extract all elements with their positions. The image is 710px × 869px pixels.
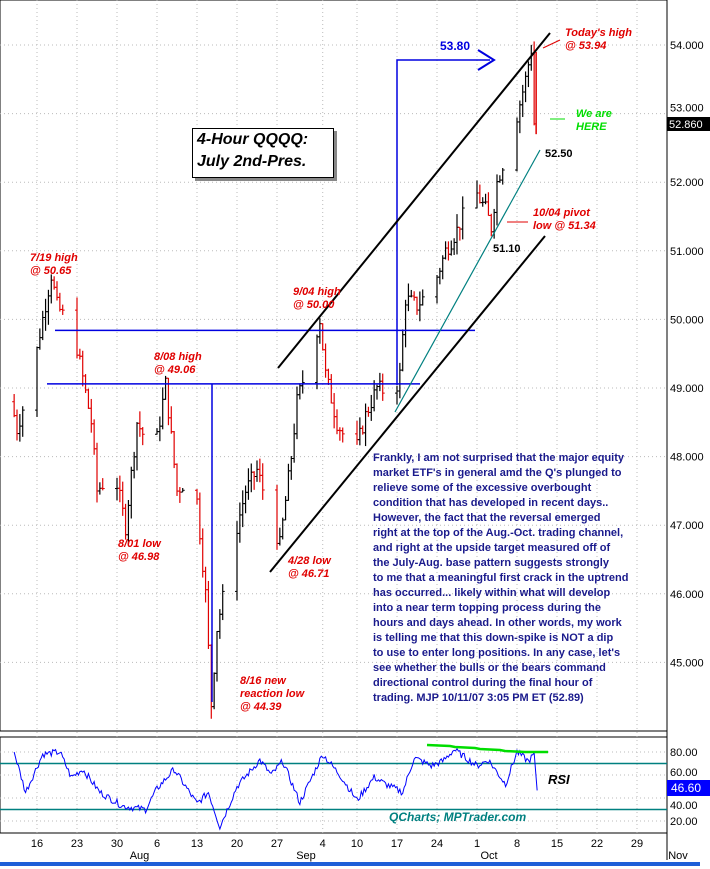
- measure-line-up: [396, 59, 490, 385]
- month-label: Aug: [130, 850, 150, 862]
- rsi-last-box: [667, 780, 710, 796]
- commentary-line: directional control during the final hou…: [373, 677, 593, 689]
- channel-upper-line: [277, 32, 551, 369]
- y-tick-label: 47.000: [670, 520, 704, 532]
- y-tick-label: 52.000: [670, 177, 704, 189]
- y-tick-label: 49.000: [670, 383, 704, 395]
- rsi-tick-label: 40.00: [670, 800, 698, 812]
- commentary-line: market ETF's in general amd the Q's plun…: [373, 467, 622, 479]
- commentary-line: However, the fact that the reversal emer…: [373, 512, 601, 524]
- x-tick-label: 20: [231, 838, 243, 850]
- annotation-0719-high: 7/19 high @ 50.65: [30, 252, 78, 277]
- x-tick-label: 13: [191, 838, 203, 850]
- x-tick-label: 1: [474, 838, 480, 850]
- annotation-pivot-low: 10/04 pivot low @ 51.34: [533, 207, 596, 232]
- rsi-label: RSI: [548, 772, 570, 787]
- month-label: Oct: [480, 850, 497, 862]
- target-arrow-icon: [477, 49, 496, 71]
- annotation-0828-low: 4/28 low @ 46.71: [288, 555, 331, 580]
- annotation-todays-high: Today's high @ 53.94: [565, 27, 632, 52]
- x-tick-label: 10: [351, 838, 363, 850]
- annotation-0801-low: 8/01 low @ 46.98: [118, 538, 161, 563]
- annotation-we-are-here: We are HERE: [576, 108, 612, 133]
- x-tick-label: 15: [551, 838, 563, 850]
- credit-watermark: QCharts; MPTrader.com: [389, 810, 527, 824]
- y-tick-label: 48.000: [670, 452, 704, 464]
- commentary-line: hours and days ahead. In other words, my…: [373, 617, 622, 629]
- month-label: Sep: [296, 850, 316, 862]
- x-tick-label: 4: [320, 838, 326, 850]
- pointer-todays-high: [542, 39, 561, 49]
- channel-lower-line: [269, 235, 546, 573]
- x-tick-label: 23: [71, 838, 83, 850]
- y-tick-label: 54.000: [670, 40, 704, 52]
- annotation-0816-low: 8/16 new reaction low @ 44.39: [240, 675, 305, 713]
- bottom-scrollbar: [0, 862, 700, 866]
- y-tick-label: 50.000: [670, 314, 704, 326]
- commentary-line: right at the top of the Aug.-Oct. tradin…: [373, 527, 624, 539]
- y-tick-label: 51.000: [670, 246, 704, 258]
- x-tick-label: 27: [271, 838, 283, 850]
- commentary-line: has occurred... likely within what will …: [373, 587, 611, 599]
- rsi-divergence-line: [426, 743, 548, 754]
- annotation-0904-high: 9/04 high @ 50.00: [293, 286, 341, 311]
- y-tick-label: 45.000: [670, 657, 704, 669]
- annotation-5110: 51.10: [493, 243, 521, 255]
- title-line-1: 4-Hour QQQQ:: [197, 131, 309, 148]
- commentary-line: to use to enter long positions. In any c…: [373, 647, 621, 659]
- x-tick-label: 24: [431, 838, 443, 850]
- annotation-5250: 52.50: [545, 148, 573, 160]
- trendline-teal: [394, 149, 541, 413]
- x-tick-label: 6: [154, 838, 160, 850]
- commentary-line: trading. MJP 10/11/07 3:05 PM ET (52.89): [373, 692, 584, 704]
- rsi-panel: [0, 736, 668, 834]
- commentary-line: condition that has developed in recent d…: [373, 497, 609, 509]
- rsi-line: [13, 747, 538, 831]
- month-label: Nov: [668, 850, 688, 862]
- commentary-line: see whether the bulls or the bears comma…: [373, 662, 606, 674]
- chart-title: 4-Hour QQQQ: July 2nd-Pres.: [192, 128, 334, 178]
- commentary-line: is telling me that this down-spike is NO…: [373, 632, 614, 644]
- y-tick-label: 46.000: [670, 589, 704, 601]
- commentary-line: Frankly, I am not surprised that the maj…: [373, 452, 625, 464]
- rsi-tick-label: 20.00: [670, 816, 698, 828]
- x-tick-label: 17: [391, 838, 403, 850]
- price-panel: [0, 0, 668, 732]
- y-tick-label: 53.000: [670, 103, 704, 115]
- commentary-line: to me that a meaningful first crack in t…: [373, 572, 629, 584]
- rsi-tick-label: 60.00: [670, 767, 698, 779]
- title-line-2: July 2nd-Pres.: [197, 153, 307, 170]
- commentary-text: Frankly, I am not surprised that the maj…: [373, 451, 673, 706]
- commentary-line: the July-Aug. base pattern suggests stro…: [373, 557, 609, 569]
- annotation-0808-high: 8/08 high @ 49.06: [154, 351, 202, 376]
- x-tick-label: 29: [631, 838, 643, 850]
- commentary-line: relieve some of the excessive overbought: [373, 482, 592, 494]
- x-tick-label: 30: [111, 838, 123, 850]
- x-tick-label: 16: [31, 838, 43, 850]
- last-price-label: 52.860: [669, 119, 703, 131]
- commentary-line: and right at the upside target measured …: [373, 542, 611, 554]
- x-tick-label: 8: [514, 838, 520, 850]
- commentary-line: into a near term topping process during …: [373, 602, 601, 614]
- rsi-tick-label: 80.00: [670, 747, 698, 759]
- last-price-box: [667, 117, 710, 131]
- x-tick-label: 22: [591, 838, 603, 850]
- annotation-target: 53.80: [440, 39, 471, 53]
- rsi-last-label: 46.60: [671, 781, 701, 795]
